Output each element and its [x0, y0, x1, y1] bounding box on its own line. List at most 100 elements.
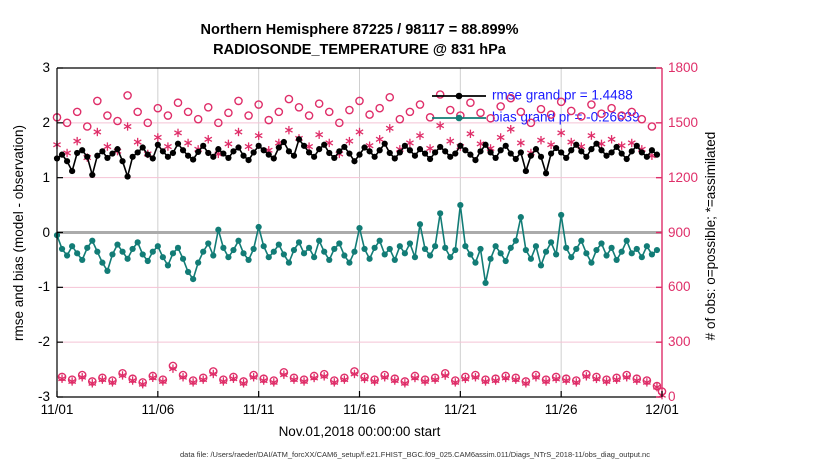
- assimilated-marker: [385, 125, 394, 131]
- x-tick-label: 11/16: [343, 402, 376, 417]
- assimilated-marker: [78, 374, 87, 380]
- rmse-marker: [58, 151, 66, 158]
- possible-marker: [335, 118, 344, 128]
- possible-marker: [486, 113, 495, 123]
- left-y-tick-label: 3: [42, 60, 50, 75]
- assimilated-marker: [254, 132, 263, 139]
- assimilated-marker: [521, 380, 530, 386]
- assimilated-marker: [652, 384, 661, 390]
- bias-marker: [532, 243, 540, 250]
- rmse-marker: [230, 148, 237, 155]
- bias-marker: [285, 259, 293, 266]
- possible-marker: [556, 97, 566, 107]
- x-tick-label: 11/01: [40, 402, 74, 417]
- rmse-marker: [245, 157, 252, 164]
- rmse-marker: [633, 142, 640, 149]
- assimilated-marker: [229, 376, 238, 382]
- possible-marker: [234, 96, 243, 106]
- bias-marker: [235, 237, 242, 244]
- bias-marker: [295, 239, 303, 246]
- assimilated-marker: [622, 374, 631, 380]
- bias-marker: [472, 259, 479, 266]
- bias-marker: [447, 254, 454, 261]
- bias-marker: [401, 250, 408, 257]
- rmse-marker: [426, 155, 434, 163]
- bias-marker: [169, 250, 177, 257]
- rmse-marker: [376, 147, 383, 154]
- bias-marker: [537, 262, 545, 269]
- assimilated-marker: [158, 378, 167, 385]
- rmse-marker: [205, 149, 212, 157]
- possible-marker: [143, 118, 153, 128]
- rmse-marker: [74, 149, 81, 157]
- legend-label-bias: bias grand pr = -0.26639: [492, 110, 639, 125]
- rmse-marker: [381, 140, 388, 147]
- bias-marker: [326, 256, 333, 264]
- rmse-marker: [537, 153, 545, 160]
- rmse-marker: [462, 147, 469, 154]
- rmse-marker: [457, 142, 464, 149]
- bias-marker: [305, 244, 313, 251]
- bias-marker: [134, 239, 141, 246]
- rmse-marker: [588, 146, 595, 153]
- rmse-marker: [94, 152, 101, 159]
- rmse-marker: [487, 149, 494, 156]
- possible-marker: [244, 111, 253, 120]
- bias-marker: [467, 251, 474, 258]
- bias-marker: [426, 252, 434, 259]
- bias-marker: [507, 244, 514, 251]
- rmse-marker: [371, 153, 378, 160]
- bias-marker: [633, 245, 640, 253]
- bias-marker: [265, 254, 272, 261]
- bias-marker: [119, 248, 126, 255]
- legend: rmse grand pr = 1.4488 bias grand pr = -0…: [492, 88, 639, 125]
- axes: [56, 67, 663, 398]
- assimilated-marker: [88, 380, 97, 386]
- rmse-marker: [190, 156, 197, 163]
- assimilated-marker: [219, 378, 228, 385]
- rmse-marker: [290, 152, 298, 159]
- assimilated-marker: [320, 373, 329, 380]
- possible-marker: [395, 114, 405, 124]
- bias-marker: [240, 250, 247, 257]
- rmse-marker: [79, 147, 86, 154]
- rmse-marker: [280, 138, 287, 146]
- x-tick-label: 12/01: [645, 402, 679, 417]
- bias-marker: [245, 256, 252, 264]
- rmse-marker: [366, 148, 373, 155]
- assimilated-marker: [542, 378, 551, 385]
- left-y-tick-label: -3: [37, 389, 50, 404]
- possible-marker: [224, 108, 233, 118]
- bias-marker: [311, 254, 318, 261]
- bias-marker: [623, 237, 630, 244]
- rmse-marker: [416, 146, 424, 153]
- bias-marker: [184, 268, 192, 276]
- rmse-marker: [653, 151, 661, 158]
- x-tick-label: 11/26: [544, 402, 578, 417]
- bias-marker: [608, 244, 615, 251]
- assimilated-marker: [133, 139, 142, 145]
- bias-marker: [376, 237, 383, 244]
- rmse-marker: [154, 141, 161, 148]
- bias-marker: [331, 245, 338, 253]
- possible-marker: [274, 107, 284, 117]
- bias-marker: [154, 243, 161, 250]
- bias-marker: [300, 250, 308, 257]
- rmse-marker: [351, 158, 358, 165]
- assimilated-marker: [592, 376, 601, 382]
- rmse-marker: [603, 152, 610, 159]
- rmse-marker: [104, 154, 111, 162]
- assimilated-marker: [138, 381, 147, 387]
- rmse-marker: [311, 153, 318, 160]
- rmse-marker: [512, 155, 519, 163]
- rmse-marker: [235, 144, 242, 151]
- possible-marker: [324, 107, 334, 117]
- possible-marker: [385, 92, 395, 102]
- rmse-marker: [361, 144, 368, 151]
- rmse-marker: [608, 149, 615, 156]
- assimilated-marker: [446, 138, 455, 144]
- possible-marker: [254, 100, 263, 109]
- bias-marker: [583, 250, 590, 257]
- x-tick-label: 11/11: [242, 402, 275, 417]
- left-y-tick-label: 2: [42, 114, 50, 130]
